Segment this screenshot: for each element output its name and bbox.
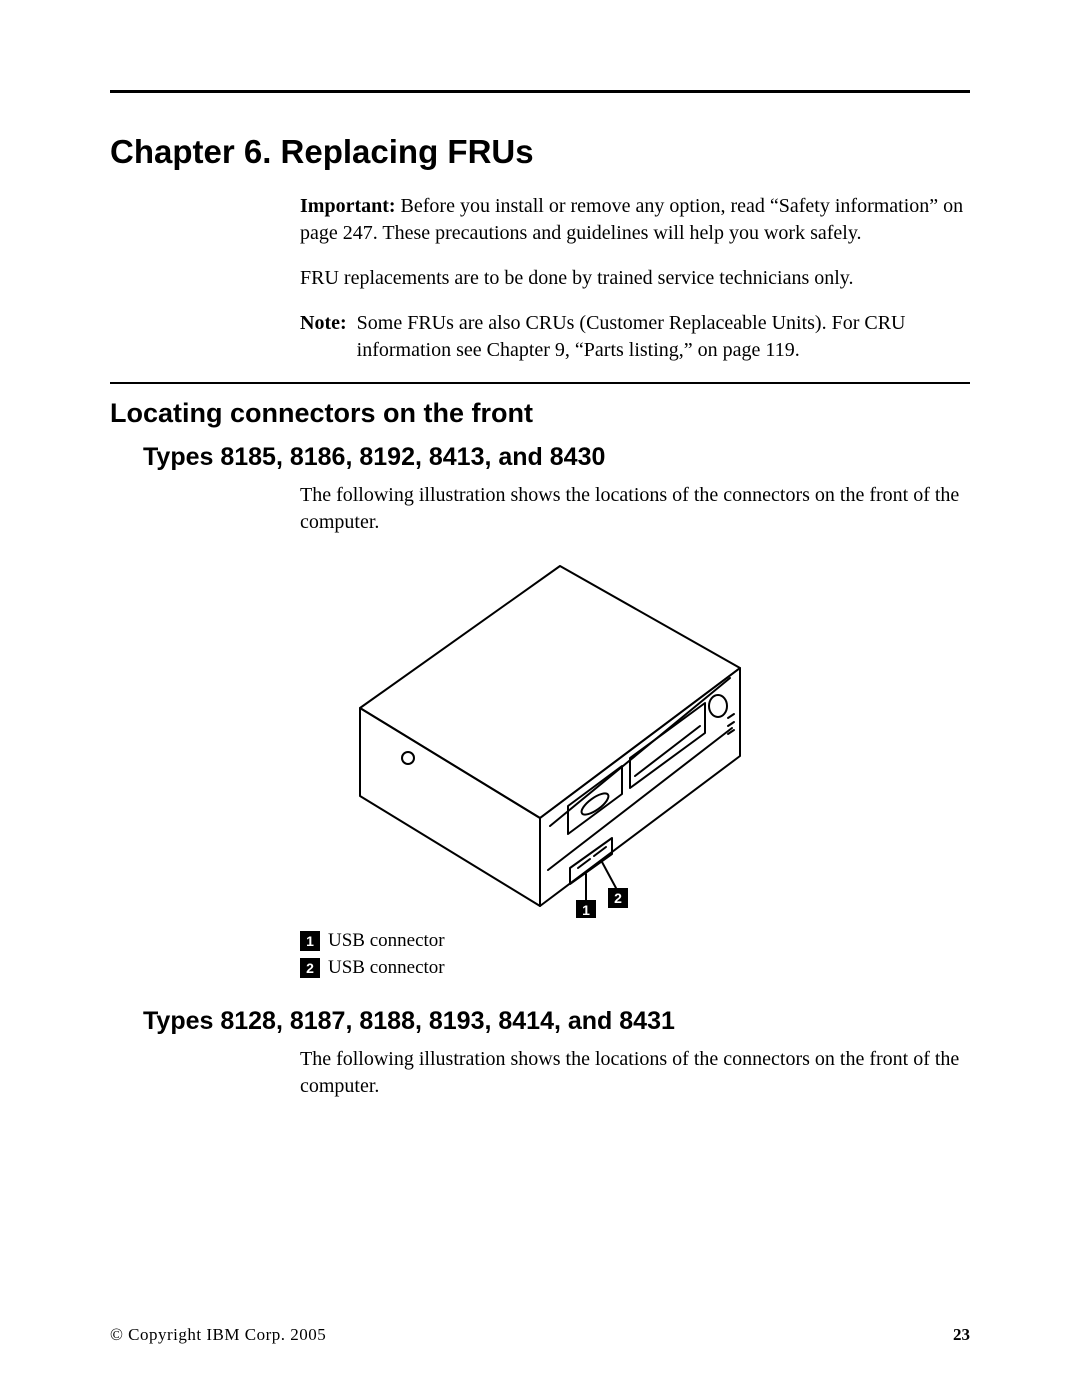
footer-page-number: 23: [953, 1325, 970, 1345]
subsection-1-title: Types 8185, 8186, 8192, 8413, and 8430: [143, 443, 970, 472]
important-paragraph: Important: Before you install or remove …: [300, 193, 970, 247]
chapter-title: Chapter 6. Replacing FRUs: [110, 133, 970, 171]
fru-paragraph: FRU replacements are to be done by train…: [300, 265, 970, 292]
page-footer: © Copyright IBM Corp. 2005 23: [110, 1325, 970, 1345]
subsection-2-title: Types 8128, 8187, 8188, 8193, 8414, and …: [143, 1007, 970, 1036]
section-title: Locating connectors on the front: [110, 398, 970, 429]
callout-2: 2: [614, 890, 622, 906]
desktop-front-svg: 1 2: [300, 548, 780, 918]
legend-badge-2: 2: [300, 958, 320, 978]
sub2-para-block: The following illustration shows the loc…: [300, 1046, 970, 1100]
note-label: Note:: [300, 310, 357, 364]
footer-copyright: © Copyright IBM Corp. 2005: [110, 1325, 326, 1345]
legend-row-2: 2 USB connector: [300, 955, 970, 982]
computer-illustration: 1 2: [110, 548, 970, 918]
sub1-para-block: The following illustration shows the loc…: [300, 482, 970, 536]
legend-label-2: USB connector: [328, 955, 445, 982]
legend-row-1: 1 USB connector: [300, 928, 970, 955]
note-text: Some FRUs are also CRUs (Customer Replac…: [357, 310, 970, 364]
sub1-paragraph: The following illustration shows the loc…: [300, 482, 970, 536]
sub2-paragraph: The following illustration shows the loc…: [300, 1046, 970, 1100]
intro-block: Important: Before you install or remove …: [300, 193, 970, 364]
legend-label-1: USB connector: [328, 928, 445, 955]
legend-badge-1: 1: [300, 931, 320, 951]
document-page: Chapter 6. Replacing FRUs Important: Bef…: [0, 0, 1080, 1397]
callout-1: 1: [582, 902, 590, 918]
important-label: Important:: [300, 195, 401, 217]
figure-legend: 1 USB connector 2 USB connector: [300, 928, 970, 981]
top-rule: [110, 90, 970, 93]
section-rule: [110, 382, 970, 384]
note-paragraph: Note: Some FRUs are also CRUs (Customer …: [300, 310, 970, 364]
